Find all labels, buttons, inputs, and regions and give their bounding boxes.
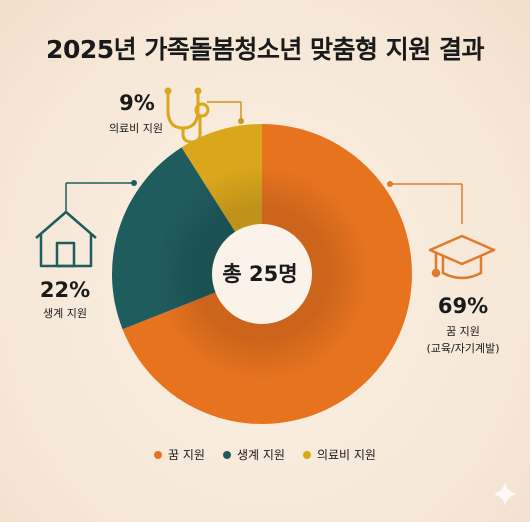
legend-label-medical: 의료비 지원 [316, 448, 376, 462]
house-icon [35, 210, 97, 268]
stethoscope-icon [164, 87, 210, 144]
graduation-cap-icon [428, 234, 496, 280]
legend-swatch-medical [302, 450, 311, 459]
sparkle-icon [493, 482, 517, 506]
legend-label-dream: 꿈 지원 [168, 448, 205, 462]
dream-connector [387, 181, 463, 224]
legend-swatch-dream [154, 450, 163, 459]
living-percent: 22% [39, 278, 91, 302]
donut-center-label: 총 25명 [222, 262, 298, 286]
legend-item-dream: 꿈 지원 [154, 446, 205, 463]
legend-item-medical: 의료비 지원 [302, 446, 376, 463]
dream-percent: 69% [437, 294, 489, 318]
living-label: 생계 지원 [43, 307, 87, 320]
dream-sublabel: (교육/자기계발) [426, 342, 500, 355]
legend-swatch-living [222, 450, 231, 459]
chart-title: 2025년 가족돌봄청소년 맞춤형 지원 결과 [46, 35, 484, 64]
medical-connector [207, 101, 244, 124]
chart-legend: 꿈 지원 생계 지원 의료비 지원 [0, 446, 530, 463]
donut-hole [212, 224, 312, 324]
dream-label: 꿈 지원 [446, 325, 480, 338]
medical-label: 의료비 지원 [108, 122, 164, 135]
medical-percent: 9% [119, 91, 155, 115]
legend-item-living: 생계 지원 [222, 446, 285, 463]
legend-label-living: 생계 지원 [236, 448, 285, 462]
living-connector [65, 180, 137, 212]
